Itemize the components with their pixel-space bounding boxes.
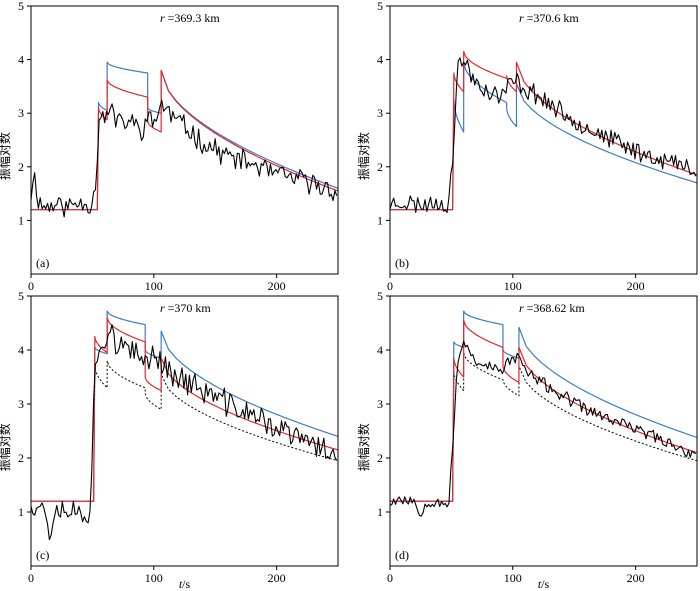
r-annotation-d: r =368.62 km (519, 301, 585, 315)
series-blue-c (31, 310, 338, 502)
ytick-label-d: 2 (377, 451, 383, 465)
ytick-label-d: 5 (377, 289, 383, 303)
series-red-b (390, 50, 697, 211)
panel-label-c: (c) (36, 548, 49, 562)
xtick-label-b: 0 (387, 279, 393, 293)
ytick-label-b: 5 (377, 0, 383, 13)
xlabel-c: t/s (179, 577, 191, 591)
series-observed-c (31, 324, 338, 541)
ytick-label-a: 3 (18, 106, 24, 120)
xtick-label-d: 200 (627, 571, 645, 585)
plot-area-d (390, 310, 697, 517)
xtick-label-c: 200 (268, 571, 286, 585)
plot-area-c (31, 310, 338, 541)
ytick-label-b: 3 (377, 106, 383, 120)
panel-b: 1 2 3 4 5 0 100 200 (b) r =370.6 km 振幅对数 (356, 0, 698, 293)
axes-frame-c (30, 295, 339, 567)
plot-area-b (390, 50, 697, 214)
panel-a: 1 2 3 4 5 0 100 200 (a) r =369.3 km 振幅对数 (0, 0, 339, 293)
ytick-label-d: 1 (377, 505, 383, 519)
series-red-d (390, 319, 697, 502)
series-observed-b (390, 57, 697, 214)
series-observed-d (390, 340, 697, 517)
panel-label-a: (a) (36, 256, 49, 270)
xtick-label-a: 100 (145, 279, 163, 293)
ytick-label-b: 1 (377, 213, 383, 227)
series-dotted-c (31, 360, 338, 502)
series-red-a (31, 69, 338, 211)
ytick-label-a: 2 (18, 160, 24, 174)
xtick-label-d: 100 (504, 571, 522, 585)
r-annotation-a: r =369.3 km (160, 11, 220, 25)
axes-frame-d (389, 295, 698, 567)
panel-label-d: (d) (395, 548, 409, 562)
ytick-label-c: 3 (18, 397, 24, 411)
xtick-label-b: 200 (627, 279, 645, 293)
xtick-label-a: 0 (28, 279, 34, 293)
ytick-label-d: 4 (377, 343, 383, 357)
xlabel-d: t/s (538, 577, 550, 591)
ylabel-c: 振幅对数 (0, 423, 12, 471)
xtick-label-c: 100 (145, 571, 163, 585)
ytick-label-c: 4 (18, 343, 24, 357)
series-blue-b (390, 61, 697, 211)
series-blue-d (390, 310, 697, 502)
r-annotation-c: r =370 km (160, 301, 211, 315)
ylabel-d: 振幅对数 (356, 423, 371, 471)
xtick-label-a: 200 (268, 279, 286, 293)
series-blue-a (31, 61, 338, 211)
series-red-c (31, 317, 338, 502)
ytick-label-c: 1 (18, 505, 24, 519)
series-observed-a (31, 99, 338, 218)
ytick-label-d: 3 (377, 397, 383, 411)
panel-c: 1 2 3 4 5 0 100 200 (c) r =370 km 振幅对数 t/s (0, 289, 339, 591)
ylabel-a: 振幅对数 (0, 132, 12, 180)
xtick-label-b: 100 (504, 279, 522, 293)
ytick-label-c: 5 (18, 289, 24, 303)
ytick-label-a: 4 (18, 53, 24, 67)
ytick-label-b: 2 (377, 160, 383, 174)
xtick-label-c: 0 (28, 571, 34, 585)
axes-frame-b (389, 5, 698, 275)
xtick-label-d: 0 (387, 571, 393, 585)
plot-area-a (31, 61, 338, 218)
series-dotted-d (390, 352, 697, 502)
r-annotation-b: r =370.6 km (519, 11, 579, 25)
panel-d: 1 2 3 4 5 0 100 200 (d) r =368.62 km 振幅对数 t/s (356, 289, 698, 591)
ytick-label-a: 1 (18, 213, 24, 227)
ylabel-b: 振幅对数 (356, 132, 371, 180)
panel-label-b: (b) (395, 256, 409, 270)
axes-frame-a (30, 5, 339, 275)
ytick-label-b: 4 (377, 53, 383, 67)
ytick-label-a: 5 (18, 0, 24, 13)
ytick-label-c: 2 (18, 451, 24, 465)
